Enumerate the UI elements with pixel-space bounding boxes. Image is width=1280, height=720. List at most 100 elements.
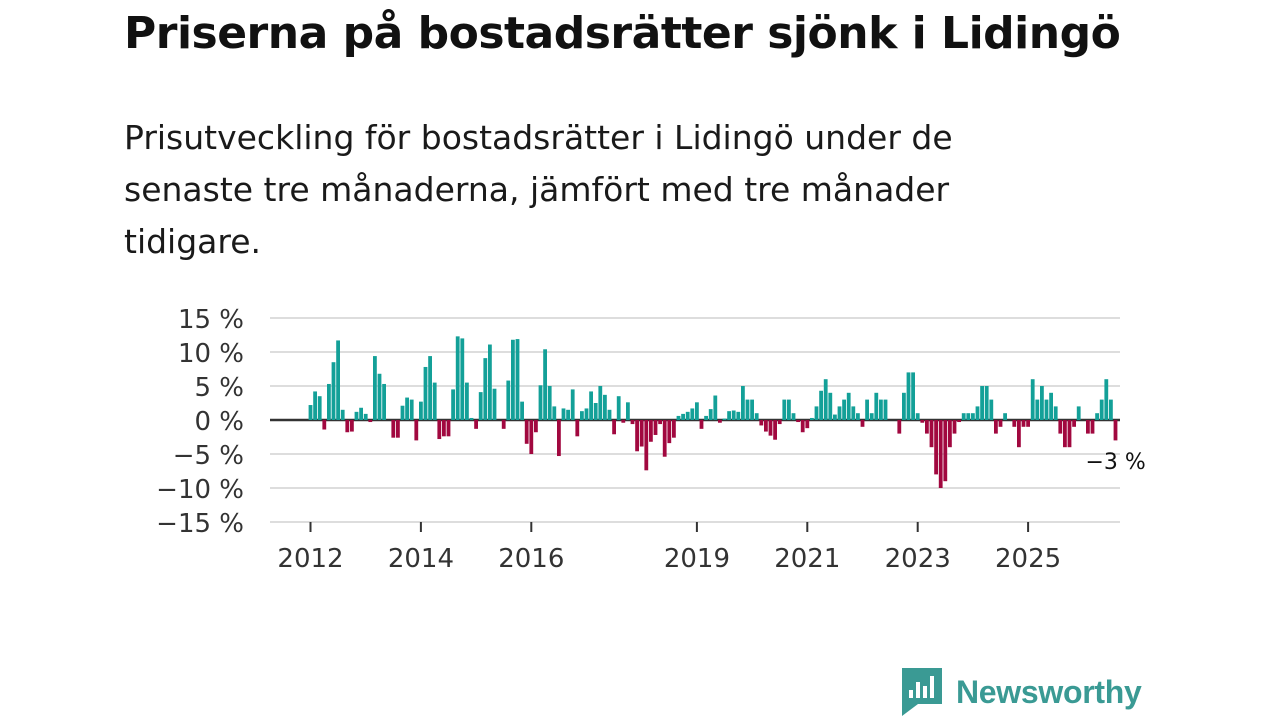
- bar: [607, 409, 612, 420]
- bar: [593, 403, 598, 420]
- bar: [598, 386, 603, 420]
- bar: [308, 405, 313, 420]
- bar: [1030, 379, 1035, 420]
- bar: [396, 420, 400, 438]
- bar: [860, 420, 865, 427]
- bar: [616, 396, 621, 420]
- bar: [833, 414, 837, 420]
- bar: [1040, 386, 1044, 420]
- bar: [971, 413, 975, 420]
- bar: [612, 420, 616, 435]
- bar: [414, 420, 419, 441]
- bar: [460, 338, 465, 420]
- bar: [570, 389, 575, 420]
- y-tick-label: −5 %: [173, 441, 244, 471]
- bar: [469, 417, 474, 420]
- bar: [805, 420, 810, 429]
- bar: [998, 420, 1003, 427]
- bar: [524, 420, 529, 444]
- bar: [1017, 420, 1021, 448]
- bar: [915, 413, 920, 420]
- bar: [681, 413, 685, 420]
- bar: [1086, 420, 1090, 434]
- bar: [345, 420, 350, 433]
- bar: [828, 392, 833, 420]
- bar: [478, 392, 483, 420]
- bar: [722, 418, 727, 420]
- bar: [879, 399, 883, 420]
- bar: [1012, 420, 1017, 427]
- bar: [690, 408, 695, 420]
- bar: [1063, 420, 1067, 448]
- bar: [331, 362, 336, 420]
- x-tick-label: 2012: [277, 544, 343, 574]
- bar: [354, 411, 359, 420]
- bar: [575, 420, 580, 437]
- bar: [764, 420, 768, 432]
- bar: [603, 394, 607, 420]
- bar: [773, 420, 777, 440]
- bar: [488, 344, 492, 420]
- bar: [897, 420, 902, 434]
- bar: [400, 405, 405, 420]
- bar: [938, 420, 943, 488]
- bar: [768, 420, 773, 436]
- bar: [483, 358, 488, 420]
- bar: [943, 420, 948, 482]
- bar: [635, 420, 639, 452]
- bar: [731, 410, 736, 420]
- chart-bars: [308, 336, 1118, 488]
- bar: [1072, 420, 1076, 427]
- y-tick-label: 0 %: [194, 407, 244, 437]
- bar: [359, 407, 363, 420]
- bar: [865, 399, 869, 420]
- bar: [1026, 420, 1030, 427]
- bar: [925, 420, 929, 434]
- bar: [382, 383, 386, 420]
- bar: [474, 420, 478, 429]
- bar: [437, 420, 442, 440]
- bar: [630, 420, 635, 425]
- bar: [699, 420, 704, 429]
- bar: [814, 406, 819, 420]
- bar: [391, 420, 396, 438]
- bar: [994, 420, 998, 434]
- bar: [639, 420, 644, 447]
- bar: [373, 356, 377, 420]
- bar: [952, 420, 957, 434]
- chart-subtitle: Prisutveckling för bostadsrätter i Lidin…: [124, 118, 953, 261]
- bar: [1058, 420, 1063, 434]
- bar: [1049, 392, 1053, 420]
- bar: [837, 406, 842, 420]
- bar: [1113, 420, 1118, 441]
- bar: [883, 399, 888, 420]
- bar: [547, 386, 552, 420]
- bar: [511, 339, 515, 420]
- bar: [446, 420, 451, 437]
- bar: [1044, 399, 1049, 420]
- y-tick-label: 15 %: [178, 305, 244, 335]
- bar: [492, 388, 497, 420]
- bar: [350, 420, 354, 432]
- bar: [819, 390, 823, 420]
- bar: [363, 413, 368, 420]
- bar: [419, 401, 423, 420]
- bar: [543, 349, 547, 420]
- bar: [1090, 420, 1095, 434]
- bar: [754, 413, 759, 420]
- y-tick-label: 5 %: [194, 373, 244, 403]
- x-tick-label: 2014: [388, 544, 454, 574]
- bar: [980, 386, 984, 420]
- data-label: −3 %: [1086, 450, 1146, 475]
- bar: [465, 382, 469, 420]
- bar: [902, 392, 906, 420]
- bar: [368, 420, 373, 423]
- bar: [534, 420, 538, 433]
- bar: [989, 399, 994, 420]
- bar: [685, 411, 690, 420]
- bar: [704, 415, 708, 420]
- bar: [957, 420, 961, 423]
- bar: [644, 420, 649, 471]
- bar: [791, 413, 796, 420]
- bar: [506, 380, 511, 420]
